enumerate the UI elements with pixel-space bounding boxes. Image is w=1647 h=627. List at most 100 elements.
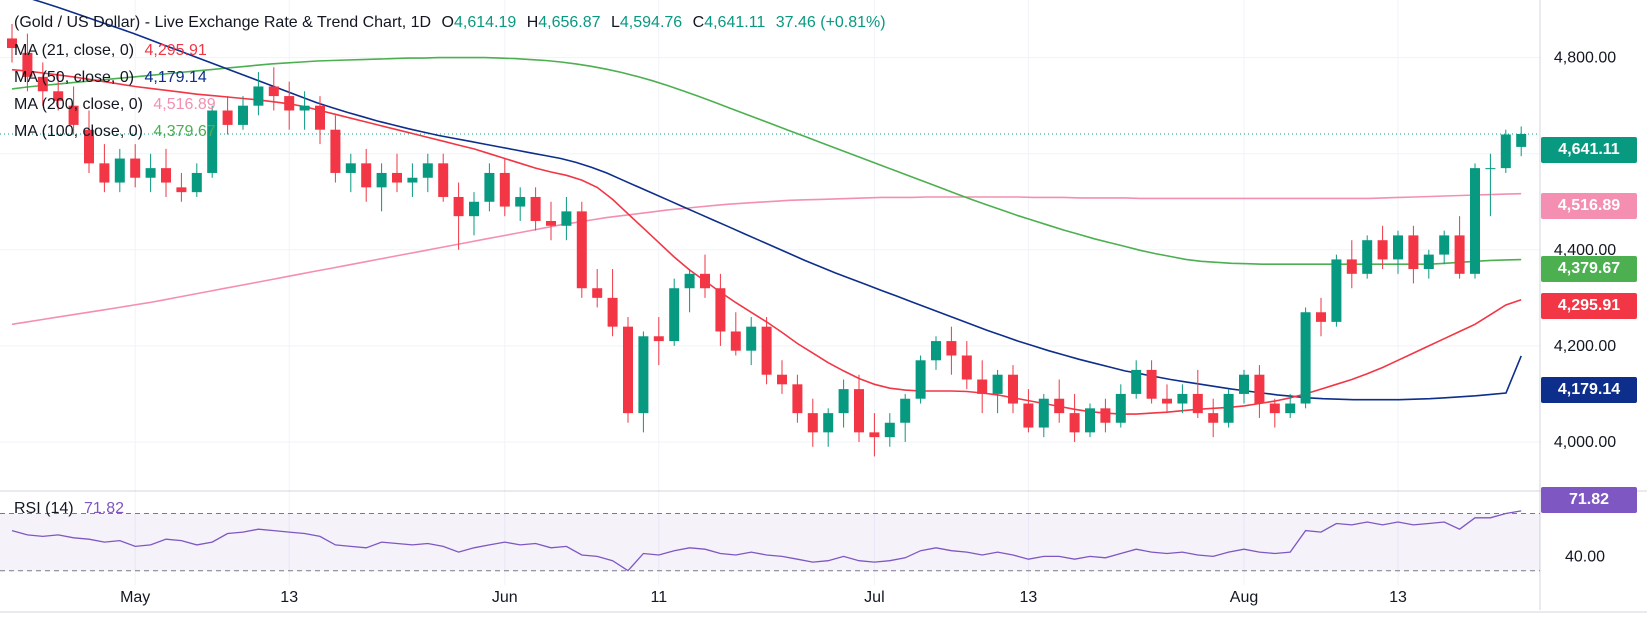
candle-body <box>1223 393 1234 423</box>
close-value: 4,641.11 <box>704 14 766 31</box>
candle <box>145 153 156 193</box>
price-tag-ma100: 4,379.67 <box>1541 256 1637 282</box>
candle <box>823 408 834 447</box>
candle-body <box>607 297 618 327</box>
candle <box>1146 360 1157 404</box>
candle <box>130 144 141 188</box>
candle-body <box>576 211 587 289</box>
candle <box>854 374 864 442</box>
change-value: 37.46 (+0.81%) <box>775 14 886 31</box>
candle <box>1069 393 1080 442</box>
candle-body <box>145 168 156 178</box>
candle <box>607 269 618 337</box>
candle-body <box>1331 259 1342 322</box>
candle <box>530 187 541 231</box>
candle-body <box>1423 254 1434 270</box>
candle-body <box>1393 235 1403 260</box>
rsi-legend[interactable]: RSI (14) 71.82 <box>14 500 124 518</box>
candle-body <box>1439 235 1450 255</box>
candle <box>22 33 33 92</box>
candle <box>238 96 248 130</box>
candle-body <box>623 326 633 414</box>
candle-body <box>515 196 526 207</box>
candle-body <box>37 76 48 92</box>
candle-body <box>546 220 556 226</box>
candle <box>946 326 957 375</box>
candle <box>469 192 479 236</box>
legend-ma50[interactable]: MA (50, close, 0) 4,179.14 <box>14 69 207 87</box>
candle <box>869 413 880 457</box>
y-tick-label: 4,400.00 <box>1554 242 1616 259</box>
candle <box>777 360 787 394</box>
candle <box>977 360 988 414</box>
candle <box>1516 126 1527 157</box>
candle-body <box>1346 259 1357 274</box>
candle-body <box>1192 393 1203 414</box>
candle <box>992 369 1003 414</box>
x-tick-label: 13 <box>280 589 298 606</box>
candle <box>1192 369 1203 418</box>
price-tag-last: 4,641.11 <box>1541 137 1637 163</box>
close-label: C <box>692 14 705 31</box>
ma200-value: 4,516.89 <box>153 96 216 113</box>
candle <box>576 201 587 298</box>
candle-body <box>792 384 803 414</box>
candle <box>1054 379 1065 423</box>
candle <box>1316 297 1326 337</box>
candle <box>1408 225 1419 284</box>
candle <box>345 153 356 193</box>
candle-body <box>1516 133 1527 147</box>
candle <box>792 374 803 423</box>
candle-body <box>1177 393 1188 404</box>
candle <box>1100 398 1111 433</box>
low-label: L <box>611 14 620 31</box>
x-tick-label: Jun <box>492 589 518 606</box>
candle-body <box>1485 168 1496 170</box>
candle-body <box>422 163 433 178</box>
candle-body <box>961 355 972 380</box>
candle <box>915 355 926 404</box>
candle <box>1208 398 1219 438</box>
candle-body <box>638 336 649 414</box>
candle-body <box>453 196 464 217</box>
candle <box>268 67 279 111</box>
ma200-line <box>11 192 1522 326</box>
candle <box>623 317 633 423</box>
high-value: 4,656.87 <box>538 14 601 31</box>
candle-body <box>191 172 202 193</box>
candle-body <box>1285 403 1296 414</box>
y-tick-label: 4,200.00 <box>1554 338 1616 355</box>
candle-body <box>7 38 17 49</box>
candle-body <box>1023 403 1034 428</box>
candle-body <box>992 374 1003 394</box>
candle-body <box>284 96 295 111</box>
legend-ma200[interactable]: MA (200, close, 0) 4,516.89 <box>14 96 216 114</box>
candle <box>114 148 125 193</box>
candle <box>1454 216 1465 279</box>
candle-body <box>469 201 479 217</box>
candle <box>407 163 418 197</box>
candle <box>453 182 464 250</box>
candle-body <box>1362 240 1373 274</box>
legend-ma21[interactable]: MA (21, close, 0) 4,295.91 <box>14 42 207 60</box>
rsi-tag: 71.82 <box>1541 487 1637 513</box>
candle <box>1115 384 1126 428</box>
candle <box>484 163 495 212</box>
candle <box>1331 254 1342 327</box>
candle <box>961 341 972 390</box>
legend-ma100[interactable]: MA (100, close, 0) 4,379.67 <box>14 123 216 141</box>
candle-body <box>161 168 171 183</box>
candle <box>1485 153 1496 217</box>
y-tick-label: 4,800.00 <box>1554 50 1616 67</box>
candle <box>1362 235 1373 279</box>
candle-body <box>1500 134 1511 169</box>
candle <box>761 317 772 385</box>
candle-body <box>68 105 79 125</box>
candle-body <box>114 158 125 183</box>
candle <box>638 331 649 433</box>
candle <box>669 278 680 346</box>
candle <box>376 163 387 212</box>
candle-body <box>99 163 110 183</box>
candle-body <box>946 341 957 356</box>
